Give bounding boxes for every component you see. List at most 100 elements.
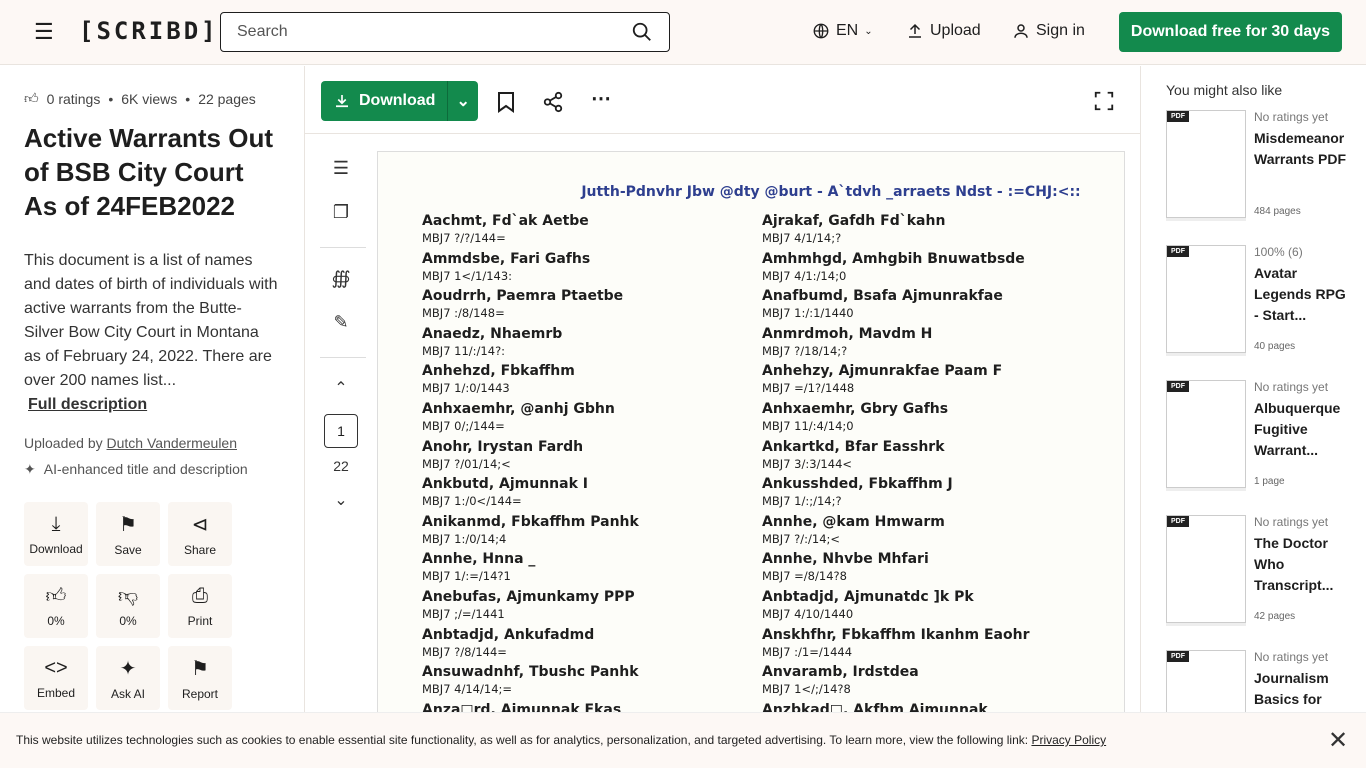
entry-name: Anvaramb, Irdstdea xyxy=(762,664,919,681)
entry-dob: MBJ7 4/14/14;= xyxy=(422,682,513,697)
table-of-contents-icon[interactable]: ☰ xyxy=(332,158,350,178)
more-options-icon[interactable]: ⋯ xyxy=(591,88,611,110)
entry-dob: MBJ7 :/8/148= xyxy=(422,306,505,321)
warrant-entry: Ansuwadnhf, Tbushc Panhk MBJ7 4/14/14;= xyxy=(422,663,639,697)
pdf-badge: PDF xyxy=(1167,111,1189,122)
action-grid: ⤓ Download ⚑ Save ⊲ Share 👍︎ 0% 👎︎ 0% ⎙ Print <> Embe… xyxy=(24,502,280,710)
share-icon[interactable] xyxy=(542,91,564,113)
scribd-logo[interactable]: [SCRIBD] xyxy=(79,17,219,45)
entry-dob: MBJ7 ?/8/144= xyxy=(422,644,507,659)
recommendation-item[interactable]: PDF No ratings yet Albuquerque Fugitive Wa… xyxy=(1166,380,1356,490)
recommendation-title[interactable]: Journalism Basics for xyxy=(1254,670,1329,707)
warrant-entry: Anebufas, Ajmunkamy PPP MBJ7 ;/=/1441 xyxy=(422,588,635,622)
bookmark-icon[interactable] xyxy=(497,91,515,113)
next-page-icon[interactable]: ⌄ xyxy=(334,492,348,509)
entry-name: Ankusshded, Fbkaffhm J xyxy=(762,476,953,493)
upload-button[interactable]: Upload xyxy=(906,22,981,40)
search-icon[interactable] xyxy=(631,21,653,43)
action-save-button[interactable]: ⚑ Save xyxy=(96,502,160,566)
action-share-button[interactable]: ⊲ Share xyxy=(168,502,232,566)
privacy-policy-link[interactable]: Privacy Policy xyxy=(1031,733,1107,747)
download-free-button[interactable]: Download free for 30 days xyxy=(1119,12,1342,52)
download-icon: ⤓ xyxy=(51,512,61,535)
recommendation-item[interactable]: PDF No ratings yet The Doctor Who Transcri… xyxy=(1166,515,1356,625)
entry-name: Anbtadjd, Ajmunatdc ]k Pk xyxy=(762,589,974,605)
download-button[interactable]: Download ⌄ xyxy=(321,81,478,121)
warrant-entry: Annhe, @kam Hmwarm MBJ7 ?/:/14;< xyxy=(762,513,945,547)
document-page: Jutth-Pdnvhr Jbw @dty @burt - A`tdvh _ar… xyxy=(377,151,1125,751)
recommendation-title[interactable]: Albuquerque Fugitive Warrant... xyxy=(1254,400,1341,458)
language-selector[interactable]: EN ⌄ xyxy=(812,22,873,40)
previous-page-icon[interactable]: ⌃ xyxy=(334,380,348,397)
action-0--button[interactable]: 👍︎ 0% xyxy=(24,574,88,638)
chevron-down-icon[interactable]: ⌄ xyxy=(456,93,470,110)
uploader-info: Uploaded by Dutch Vandermeulen xyxy=(24,435,280,451)
warrant-entry: Ammdsbe, Fari Gafhs MBJ7 1</1/143: xyxy=(422,250,590,284)
upload-icon xyxy=(909,23,921,38)
menu-icon[interactable]: ☰ xyxy=(34,19,54,44)
warrant-entry: Anhehzd, Fbkaffhm MBJ7 1/:0/1443 xyxy=(422,362,575,396)
search-input[interactable]: Search xyxy=(220,12,670,52)
document-thumbnail[interactable]: PDF xyxy=(1166,515,1246,623)
download-icon xyxy=(336,95,348,108)
entry-dob: MBJ7 0/;/144= xyxy=(422,419,505,433)
fullscreen-icon[interactable] xyxy=(1093,90,1115,112)
action-download-button[interactable]: ⤓ Download xyxy=(24,502,88,566)
action-label: Embed xyxy=(36,685,76,700)
divider xyxy=(320,247,366,248)
action-embed-button[interactable]: <> Embed xyxy=(24,646,88,710)
warrant-entry: Anvaramb, Irdstdea MBJ7 1</;/14?8 xyxy=(762,663,919,697)
pages-count: 22 pages xyxy=(198,90,256,107)
recommendation-rating: 100% (6) xyxy=(1254,245,1303,259)
sign-in-button[interactable]: Sign in xyxy=(1012,22,1085,40)
document-viewer[interactable]: Jutth-Pdnvhr Jbw @dty @burt - A`tdvh _ar… xyxy=(377,134,1140,751)
recommendation-title[interactable]: Misdemeanor Warrants PDF xyxy=(1254,130,1347,167)
chevron-down-icon: ⌄ xyxy=(864,25,873,37)
document-thumbnail[interactable]: PDF xyxy=(1166,380,1246,488)
annotate-icon[interactable]: ✎ xyxy=(333,312,349,332)
document-toolbar: Download ⌄ ⋯ xyxy=(305,66,1140,134)
action-0--button[interactable]: 👎︎ 0% xyxy=(96,574,160,638)
uploader-link[interactable]: Dutch Vandermeulen xyxy=(106,435,237,451)
entry-name: Anhehzd, Fbkaffhm xyxy=(422,363,575,380)
divider xyxy=(320,357,366,358)
entry-name: Anhehzy, Ajmunrakfae Paam F xyxy=(762,363,1003,380)
recommendations-heading: You might also like xyxy=(1166,82,1283,98)
entry-name: Anohr, Irystan Fardh xyxy=(422,438,584,455)
action-print-button[interactable]: ⎙ Print xyxy=(168,574,232,638)
document-description: This document is a list of names and dat… xyxy=(24,249,280,417)
action-ask-ai-button[interactable]: ✦ Ask AI xyxy=(96,646,160,710)
full-description-link[interactable]: Full description xyxy=(28,396,148,413)
entry-dob: MBJ7 4/1:/14;0 xyxy=(762,268,847,283)
sparkle-icon: ✦ xyxy=(119,657,137,680)
header: ☰ [SCRIBD] Search EN ⌄ Upload Sign in Dow… xyxy=(0,0,1366,65)
entry-name: Anhxaemhr, @anhj Gbhn xyxy=(422,401,615,417)
entry-dob: MBJ7 1/:=/14?1 xyxy=(422,569,511,584)
recommendation-item[interactable]: PDF No ratings yet Misdemeanor Warrants PD… xyxy=(1166,110,1356,220)
action-label: Share xyxy=(183,542,217,557)
entry-name: Ankartkd, Bfar Easshrk xyxy=(762,438,945,455)
pdf-badge: PDF xyxy=(1167,516,1189,527)
page-number-input[interactable]: 1 xyxy=(324,414,358,448)
recommendation-title[interactable]: Avatar Legends RPG - Start... xyxy=(1254,265,1346,323)
warrant-entry: Anbtadjd, Ankufadmd MBJ7 ?/8/144= xyxy=(422,626,594,660)
entry-dob: MBJ7 4/10/1440 xyxy=(762,607,854,621)
entry-name: Anbtadjd, Ankufadmd xyxy=(422,626,595,643)
recommendation-item[interactable]: PDF 100% (6) Avatar Legends RPG - Start...… xyxy=(1166,245,1356,355)
page-total: 22 xyxy=(333,458,349,474)
recommendation-title[interactable]: The Doctor Who Transcript... xyxy=(1254,535,1334,593)
document-thumbnail[interactable]: PDF xyxy=(1166,110,1246,218)
entry-name: Ankbutd, Ajmunnak I xyxy=(422,476,588,493)
warrant-entry: Anskhfhr, Fbkaffhm Ikanhm Eaohr MBJ7 :/1=… xyxy=(762,626,1029,660)
document-thumbnail[interactable]: PDF xyxy=(1166,245,1246,353)
action-label: Save xyxy=(114,542,142,557)
search-placeholder: Search xyxy=(237,23,288,40)
close-icon[interactable]: ✕ xyxy=(1328,727,1349,754)
entry-dob: MBJ7 3/:3/144< xyxy=(762,456,853,471)
action-report-button[interactable]: ⚑ Report xyxy=(168,646,232,710)
entry-dob: MBJ7 ?/18/14;? xyxy=(762,343,848,358)
page-thumbnails-icon[interactable]: ❐ xyxy=(332,202,350,222)
share-icon: ⊲ xyxy=(191,513,209,536)
entry-name: Annhe, @kam Hmwarm xyxy=(762,513,945,530)
highlight-icon[interactable]: ∰ xyxy=(331,268,351,288)
